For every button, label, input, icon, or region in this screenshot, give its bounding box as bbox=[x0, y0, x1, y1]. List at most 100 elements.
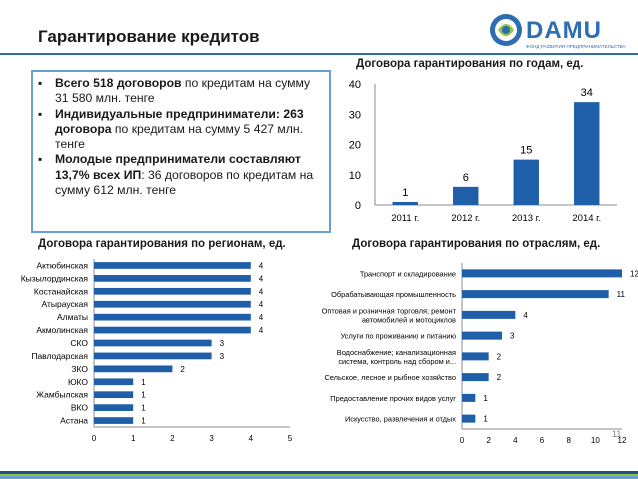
x-tick-label: 12 bbox=[618, 436, 627, 445]
category-label: Услуги по проживанию и питанию bbox=[341, 332, 457, 341]
category-label: Астана bbox=[60, 416, 88, 426]
x-tick-label: 2011 г. bbox=[391, 213, 419, 224]
page-number: 11 bbox=[612, 429, 622, 439]
industries-chart-title: Договора гарантирования по отраслям, ед. bbox=[352, 238, 601, 250]
category-label: система, контроль над сбором и... bbox=[338, 357, 456, 366]
x-tick-label: 8 bbox=[566, 436, 571, 445]
x-tick-label: 6 bbox=[540, 436, 545, 445]
bar bbox=[462, 414, 476, 423]
years-chart: 0 10 20 30 40 1 2011 г. 6 2012 г. 15 2013 г. 34 2014… bbox=[349, 79, 617, 224]
bar bbox=[462, 331, 502, 340]
bar bbox=[94, 275, 251, 282]
category-label: ЗКО bbox=[71, 364, 88, 374]
bar bbox=[94, 326, 251, 334]
y-tick-label: 20 bbox=[349, 140, 361, 152]
title-divider bbox=[0, 53, 638, 55]
x-tick-label: 10 bbox=[591, 436, 600, 445]
data-label: 1 bbox=[141, 417, 146, 426]
x-tick-label: 4 bbox=[249, 434, 254, 443]
category-label: Сельское, лесное и рыбное хозяйство bbox=[324, 373, 456, 382]
data-label: 11 bbox=[617, 290, 626, 299]
category-label: Кызылординская bbox=[21, 273, 89, 283]
x-tick-label: 0 bbox=[460, 436, 465, 445]
bar bbox=[94, 339, 212, 347]
logo-wordmark: DAMU bbox=[526, 17, 602, 44]
bar bbox=[94, 391, 134, 399]
data-label: 4 bbox=[523, 311, 528, 320]
data-label: 2 bbox=[497, 373, 502, 382]
bar bbox=[94, 287, 251, 295]
category-label: Транспорт и складирование bbox=[360, 269, 456, 278]
category-label: ЮКО bbox=[68, 377, 88, 387]
bar bbox=[94, 262, 251, 269]
data-label: 2 bbox=[497, 352, 502, 361]
data-label: 34 bbox=[581, 87, 593, 99]
regions-chart-title: Договора гарантирования по регионам, ед. bbox=[38, 238, 286, 250]
bar bbox=[574, 102, 600, 205]
bar bbox=[94, 404, 134, 411]
bar bbox=[462, 310, 516, 319]
bar bbox=[94, 300, 251, 308]
category-label: СКО bbox=[70, 338, 88, 348]
y-tick-label: 0 bbox=[355, 200, 361, 212]
bar bbox=[462, 269, 622, 278]
logo-tagline: ФОНД РАЗВИТИЯ ПРЕДПРИНИМАТЕЛЬСТВА bbox=[526, 44, 626, 49]
category-label: автомобилей и мотоциклов bbox=[362, 315, 456, 324]
category-label: Водоснабжение; канализационная bbox=[337, 348, 456, 357]
bar bbox=[392, 201, 418, 205]
x-tick-label: 2013 г. bbox=[512, 213, 541, 224]
data-label: 15 bbox=[520, 145, 532, 157]
logo-emblem-icon bbox=[490, 14, 522, 46]
x-tick-label: 3 bbox=[209, 434, 214, 443]
category-label: Актюбинская bbox=[36, 260, 88, 270]
summary-item: Индивидуальные предприниматели: 263 дого… bbox=[37, 107, 323, 153]
data-label: 4 bbox=[259, 313, 264, 322]
category-label: Павлодарская bbox=[31, 351, 88, 361]
data-label: 1 bbox=[141, 391, 146, 400]
x-tick-label: 2012 г. bbox=[451, 213, 480, 224]
summary-list: Всего 518 договоров по кредитам на сумму… bbox=[37, 76, 323, 198]
x-tick-label: 2 bbox=[486, 436, 491, 445]
regions-chart: 0 1 2 3 4 5 4 Актюбинская 4 Кызылординская 4 Костан… bbox=[21, 259, 293, 443]
data-label: 3 bbox=[510, 332, 515, 341]
summary-item: Всего 518 договоров по кредитам на сумму… bbox=[37, 76, 323, 107]
category-label: Жамбылская bbox=[36, 390, 88, 400]
x-tick-label: 5 bbox=[288, 434, 293, 443]
summary-item: Молодые предприниматели составляют 13,7%… bbox=[37, 152, 323, 198]
category-label: Оптовая и розничная торговля; ремонт bbox=[322, 306, 457, 315]
data-label: 3 bbox=[220, 352, 225, 361]
data-label: 1 bbox=[483, 394, 488, 403]
bar bbox=[462, 352, 489, 361]
slide-title: Гарантирование кредитов bbox=[38, 27, 260, 46]
category-label: Обрабатывающая промышленность bbox=[331, 290, 456, 299]
data-label: 1 bbox=[402, 187, 408, 199]
data-label: 1 bbox=[141, 378, 146, 387]
x-tick-label: 2 bbox=[170, 434, 175, 443]
bar bbox=[462, 290, 609, 299]
x-tick-label: 0 bbox=[92, 434, 97, 443]
data-label: 1 bbox=[483, 415, 488, 424]
data-label: 4 bbox=[259, 300, 264, 309]
category-label: Предоставление прочих видов услуг bbox=[330, 394, 456, 403]
bar bbox=[462, 373, 489, 382]
data-label: 3 bbox=[220, 339, 225, 348]
years-chart-title: Договора гарантирования по годам, ед. bbox=[356, 58, 584, 70]
summary-box: Всего 518 договоров по кредитам на сумму… bbox=[31, 70, 331, 233]
data-label: 4 bbox=[259, 274, 264, 283]
category-label: Костанайская bbox=[34, 286, 89, 296]
data-label: 4 bbox=[259, 287, 264, 296]
damu-logo: DAMU ФОНД РАЗВИТИЯ ПРЕДПРИНИМАТЕЛЬСТВА bbox=[490, 14, 626, 49]
bar bbox=[462, 393, 476, 402]
y-tick-label: 30 bbox=[349, 109, 361, 121]
data-label: 12 bbox=[630, 269, 638, 278]
bar bbox=[453, 186, 479, 205]
data-label: 4 bbox=[259, 326, 264, 335]
category-label: Искусство, развлечения и отдых bbox=[345, 415, 456, 424]
category-label: Алматы bbox=[57, 312, 88, 322]
bar bbox=[94, 313, 251, 321]
data-label: 6 bbox=[463, 172, 469, 184]
x-tick-label: 2014 г. bbox=[572, 213, 601, 224]
bar bbox=[94, 365, 173, 373]
x-tick-label: 1 bbox=[131, 434, 136, 443]
